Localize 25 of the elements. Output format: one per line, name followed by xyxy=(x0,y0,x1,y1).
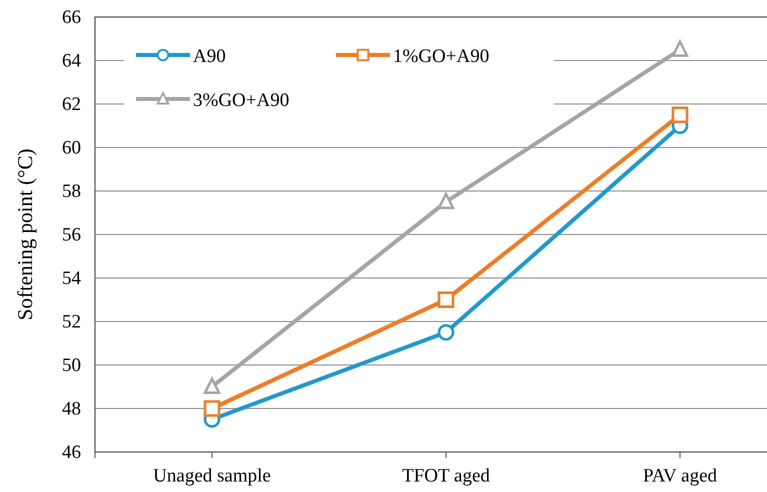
y-tick-label: 56 xyxy=(62,224,81,246)
y-tick-label: 66 xyxy=(62,7,81,28)
x-tick-label: TFOT aged xyxy=(402,465,490,486)
y-axis-title: Softening point (°C) xyxy=(13,148,37,320)
point xyxy=(204,378,220,394)
legend-label: A90 xyxy=(193,46,226,67)
y-tick-label: 58 xyxy=(62,181,81,202)
y-tick-label: 50 xyxy=(62,355,81,376)
point xyxy=(672,106,688,124)
y-tick-label: 60 xyxy=(62,138,81,159)
y-tick-label: 54 xyxy=(62,268,82,290)
x-tick-label: PAV aged xyxy=(642,465,718,486)
y-tick-label: 52 xyxy=(62,312,81,333)
point xyxy=(438,192,454,210)
x-tick-label: Unaged sample xyxy=(153,465,271,486)
point xyxy=(438,324,454,341)
point xyxy=(438,292,454,308)
point xyxy=(672,40,688,57)
point xyxy=(204,400,220,417)
y-tick-label: 48 xyxy=(62,398,81,420)
y-tick-label: 46 xyxy=(62,442,81,464)
legend-label: 1%GO+A90 xyxy=(393,46,490,67)
y-tick-label: 64 xyxy=(62,50,82,72)
y-tick-label: 62 xyxy=(62,94,81,116)
legend-label: 3%GO+A90 xyxy=(193,90,290,111)
